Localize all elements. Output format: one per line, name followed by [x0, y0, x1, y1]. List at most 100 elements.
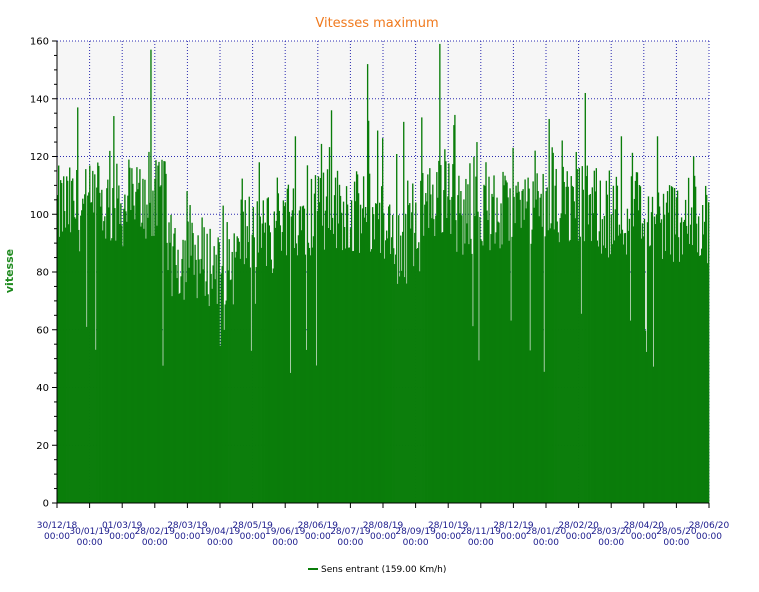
series-bar [348, 247, 351, 503]
x-tick-label-time: 00:00 [631, 532, 657, 542]
series-bar [313, 193, 316, 503]
series-bar [398, 215, 400, 503]
series-bar [553, 229, 555, 503]
x-tick-label-time: 00:00 [663, 538, 689, 548]
x-tick-label-date: 30/01/19 [69, 527, 110, 537]
series-bar [468, 244, 470, 503]
series-bar [617, 235, 620, 503]
series-bar [233, 233, 235, 503]
series-bar [204, 295, 206, 503]
series-bar [323, 249, 326, 503]
series-bar [357, 193, 360, 504]
series-bar [656, 136, 659, 504]
series-bar [232, 304, 234, 503]
series-bar [457, 195, 459, 503]
series-bar [475, 176, 477, 503]
series-bar [363, 217, 366, 503]
series-bar [145, 238, 147, 503]
series-bar [74, 217, 76, 504]
series-bar [318, 202, 321, 503]
series-bar [421, 117, 423, 504]
series-bar [330, 110, 333, 504]
series-bar [275, 220, 278, 503]
series-bar [443, 190, 445, 504]
series-bar [157, 165, 159, 504]
series-bars [57, 43, 710, 504]
series-bar [340, 212, 343, 503]
series-bar [537, 191, 539, 503]
series-bar [76, 170, 78, 503]
series-bar [674, 234, 677, 503]
series-bar [624, 232, 627, 503]
series-bar [435, 215, 437, 503]
series-bar [202, 269, 204, 503]
series-bar [452, 164, 454, 503]
series-bar [228, 239, 230, 503]
series-bar [139, 169, 141, 503]
series-bar [328, 147, 331, 503]
series-bar [686, 233, 689, 503]
series-bar [68, 224, 70, 503]
series-bar [141, 222, 143, 503]
series-bar [690, 207, 693, 503]
series-bar [140, 226, 142, 503]
series-bar [539, 197, 541, 503]
series-bar [239, 258, 241, 503]
x-tick-label-date: 19/04/19 [200, 527, 241, 537]
series-bar [595, 168, 597, 503]
series-bar [439, 43, 441, 503]
series-bar [119, 224, 121, 503]
series-bar [610, 214, 613, 504]
series-bar [697, 216, 700, 503]
x-tick-label-date: 28/01/20 [526, 527, 567, 537]
series-bar [529, 350, 531, 503]
series-bar [384, 258, 386, 503]
series-bar [388, 206, 390, 504]
series-bar [261, 223, 263, 503]
series-bar [603, 215, 606, 503]
series-bar [581, 166, 583, 503]
series-bar [701, 205, 704, 503]
series-bar [221, 266, 223, 503]
x-tick-label-time: 00:00 [109, 532, 135, 542]
series-bar [299, 206, 302, 503]
series-bar [551, 147, 553, 504]
series-bar [305, 349, 308, 503]
series-bar [605, 180, 608, 503]
series-bar [527, 177, 529, 504]
series-bar [220, 273, 222, 503]
series-bar [178, 294, 180, 503]
series-bar [283, 206, 286, 504]
series-bar [347, 247, 350, 503]
series-bar [176, 278, 178, 503]
series-bar [523, 219, 525, 503]
series-bar [392, 214, 394, 503]
series-bar [78, 229, 80, 503]
series-bar [465, 178, 467, 503]
series-bar [593, 170, 595, 503]
series-bar [646, 222, 649, 503]
series-bar [246, 226, 248, 503]
series-bar [569, 239, 571, 504]
series-bar [688, 243, 691, 503]
series-bar [695, 223, 698, 503]
series-bar [346, 204, 349, 503]
series-bar [675, 197, 678, 503]
series-bar [426, 201, 428, 504]
series-bar [631, 152, 634, 504]
series-bar [554, 185, 556, 503]
series-bar [285, 255, 288, 503]
series-bar [92, 170, 94, 504]
series-bar [288, 211, 291, 504]
series-bar [253, 237, 255, 503]
series-bar [151, 236, 153, 503]
series-bar [289, 372, 292, 503]
series-bar [658, 206, 661, 504]
series-bar [265, 265, 267, 503]
series-bar [324, 210, 327, 503]
y-tick-label: 80 [36, 268, 49, 279]
series-bar [297, 235, 300, 503]
series-bar [240, 199, 242, 503]
series-bar [163, 161, 165, 503]
series-bar [351, 251, 354, 503]
